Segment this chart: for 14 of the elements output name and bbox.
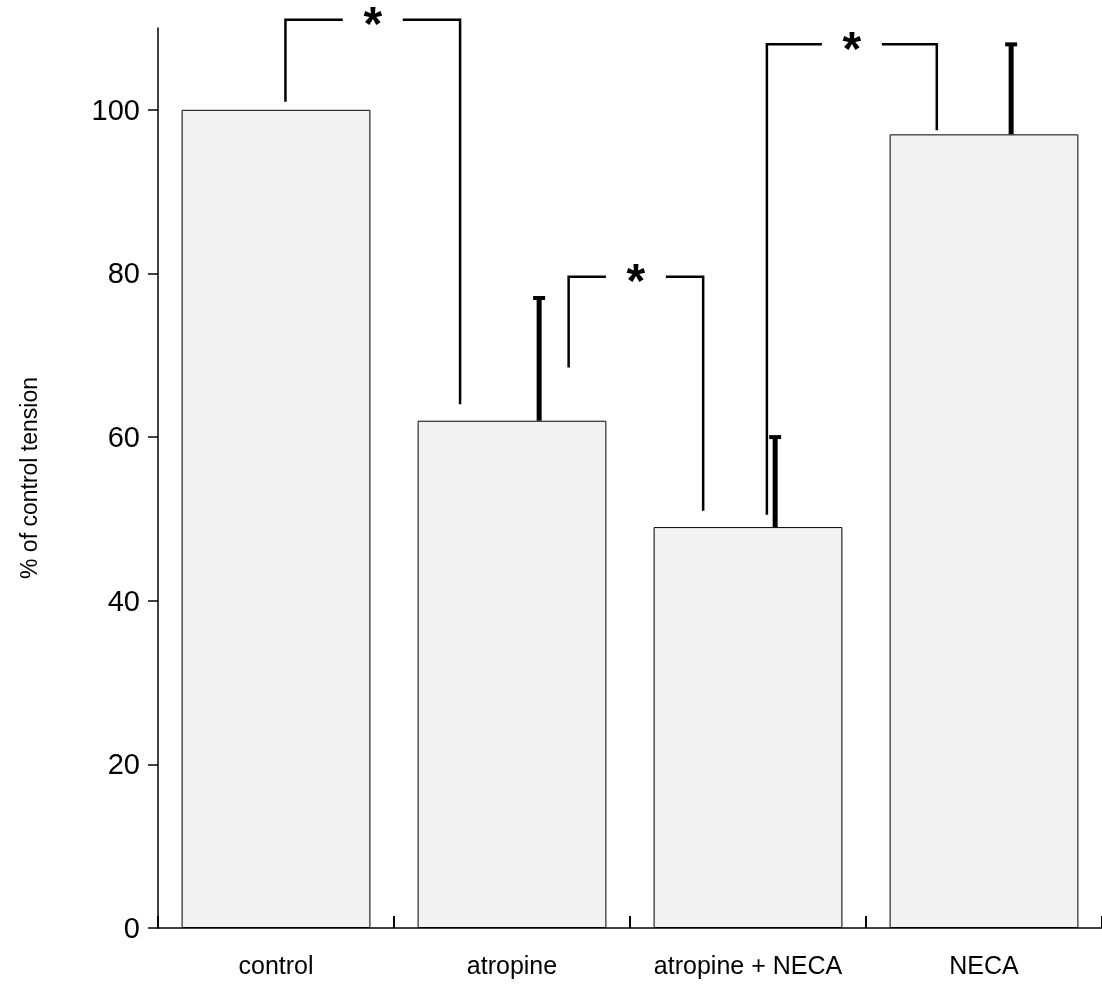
y-tick-label: 20 [107,748,140,781]
x-tick-label: control [238,950,314,979]
annotation: * [363,0,383,51]
y-tick-label: 0 [123,912,140,944]
y-tick-label: 40 [107,584,140,617]
y-tick-label: 100 [91,93,140,126]
annotation: * [626,254,646,308]
y-axis-title: % of control tension [15,376,42,580]
y-tick-label: 60 [107,421,140,454]
x-tick-label: atropine + NECA [653,950,843,979]
x-tick-label: NECA [949,950,1020,979]
y-tick-label: 80 [107,257,140,290]
annotation: * [842,21,862,75]
x-tick-label: atropine [466,950,558,979]
